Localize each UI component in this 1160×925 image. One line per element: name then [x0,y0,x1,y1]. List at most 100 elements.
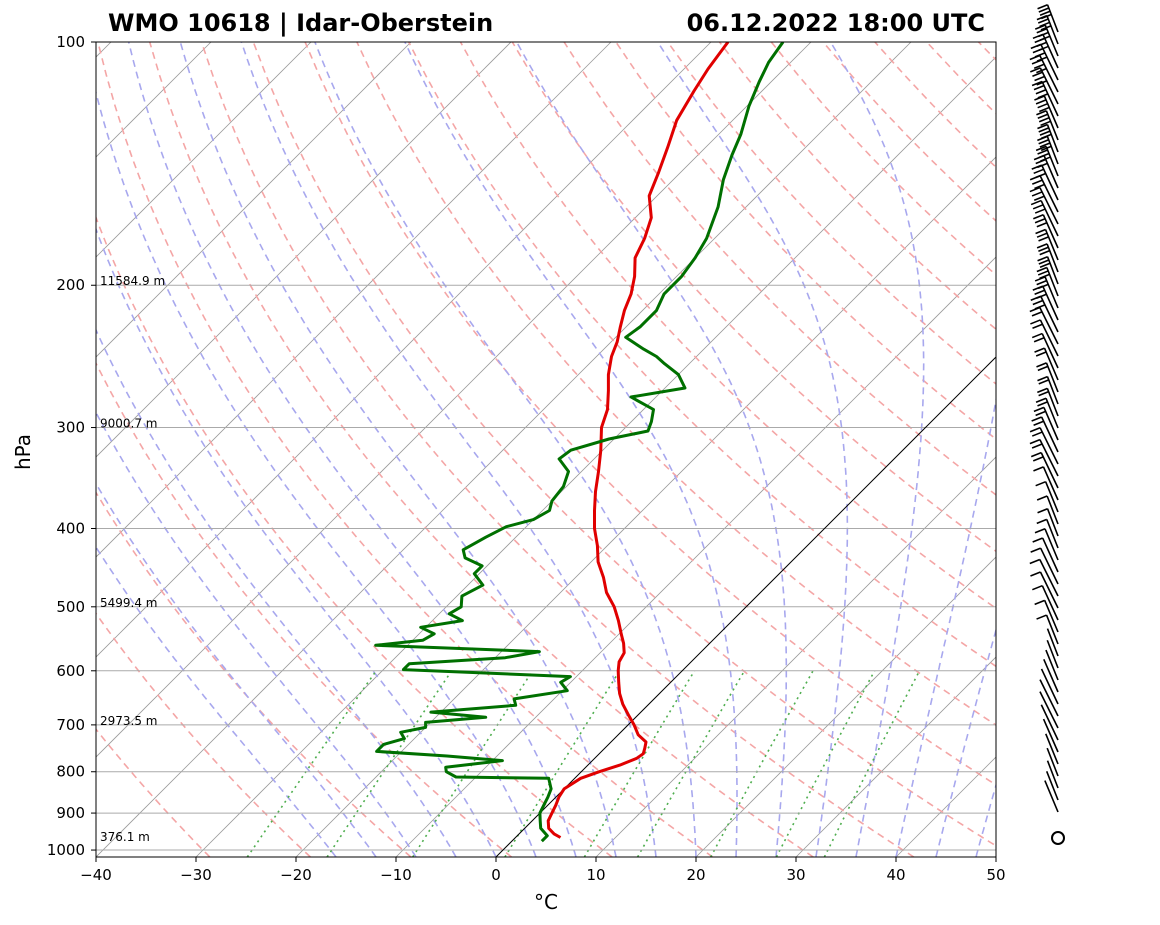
wind-barb-flag [1038,236,1049,242]
wind-barb-shaft [1045,614,1059,645]
wind-barb-flag [1036,110,1047,116]
wind-barb-flag [1037,507,1048,514]
x-tick-label: 20 [686,866,705,884]
wind-barb-flag [1036,28,1048,34]
wind-barb-flag [1037,102,1048,109]
wind-barb-shaft [1043,600,1059,633]
wind-barb-flag [1031,332,1043,339]
wind-barb-shaft [1046,15,1059,45]
wind-barb-flag [1035,410,1046,417]
wind-barb-flag [1036,614,1047,620]
wind-barb-shaft [1042,285,1059,321]
wind-barb-shaft [1042,33,1059,69]
wind-barb-shaft [1045,397,1059,429]
wind-barbs-column [1029,3,1065,845]
isotherm-line [395,256,996,857]
wind-barb-flag [1036,362,1047,368]
x-tick-label: −20 [280,866,312,884]
wind-barb-flag [1033,168,1045,175]
wind-barb-shaft [1041,164,1059,201]
wind-barb-shaft [1039,439,1059,477]
wind-barb-flag [1036,518,1048,525]
x-tick-label: 40 [886,866,905,884]
wind-barb-flag [1034,528,1046,534]
wind-barb-shaft [1043,155,1059,189]
chart-title-time: 06.12.2022 18:00 UTC [687,9,985,37]
dry-adiabat-line [563,42,996,496]
dry-adiabat-line [96,727,211,857]
dry-adiabat-line [977,42,996,62]
wind-barb-shaft [1045,110,1059,141]
wind-barb-flag [1031,80,1043,87]
moist-adiabat-line [96,545,337,857]
wind-barb-flag [1037,387,1048,394]
wind-barb-flag [1039,142,1051,148]
wind-barb-flag [1035,351,1047,357]
wind-barb-flag [1038,138,1049,145]
wind-barb-flag [1040,133,1052,140]
wind-barb-shaft [1046,376,1059,405]
wind-barb-flag [1036,232,1048,238]
wind-barb-shaft [1043,347,1059,381]
wind-barb-shaft [1039,427,1059,465]
y-tick-label: 900 [56,804,85,822]
isotherm-line [795,656,996,857]
wind-barb-flag [1039,106,1050,113]
wind-barb-flag [1039,10,1051,17]
wind-barb-shaft [1039,55,1059,93]
dry-adiabat-line [96,215,613,857]
moist-adiabat-line [829,42,925,857]
wind-barb-flag [1036,279,1047,286]
wind-barb-shaft [1046,256,1059,285]
wind-barb-flag [1039,35,1051,41]
y-tick-label: 600 [56,662,85,680]
wind-barb-shaft [1040,43,1059,81]
wind-barb-flag [1038,390,1049,397]
moist-adiabat-line [96,226,497,857]
isotherm-line [96,42,712,658]
wind-barb-shaft [1039,547,1059,585]
moist-adiabat-line [657,42,849,857]
wind-barb-flag [1034,75,1045,82]
wind-barb-flag [1032,71,1043,77]
y-tick-label: 200 [56,276,85,294]
x-tick-label: −30 [180,866,212,884]
wind-barb-flag [1029,186,1041,193]
wind-barb-flag [1037,123,1048,130]
moist-adiabat-line [975,782,996,857]
wind-barb-flag [1033,213,1044,220]
wind-barb-shaft [1043,658,1059,693]
dry-adiabat-line [96,612,311,857]
wind-barb-flag [1038,152,1050,159]
wind-barb-shaft [1046,267,1059,297]
wind-barb-flag [1037,375,1048,382]
wind-barb-flag [1035,397,1047,403]
isotherm-line [96,42,612,558]
wind-barb-flag [1037,113,1049,120]
wind-barb-shaft [1039,67,1059,105]
wind-barb-flag [1035,88,1047,95]
background-lines [96,42,996,857]
dry-adiabat-line [615,42,996,441]
moist-adiabat-line [127,42,577,857]
dry-adiabat-line [96,361,513,857]
wind-barb-shaft [1043,95,1059,129]
dry-adiabat-line [459,42,996,610]
wind-barb-shaft [1039,307,1059,345]
wind-barb-flag [1031,191,1043,197]
wind-barb-flag [1033,195,1045,202]
wind-barb-shaft [1039,559,1059,597]
isotherm-line [96,42,812,758]
wind-barb-flag [1031,416,1042,422]
isotherm-line [96,42,912,857]
wind-barb-flag [1036,293,1047,300]
dry-adiabat-line [148,42,814,857]
profile-lines [374,42,785,843]
wind-barb-flag [1034,24,1046,30]
wind-barb-flag [1036,243,1048,249]
wind-barb-flag [1031,443,1043,449]
wind-barb-shaft [1040,704,1059,741]
wind-barb-shaft [1040,416,1059,453]
wind-barb-shaft [1041,333,1059,369]
